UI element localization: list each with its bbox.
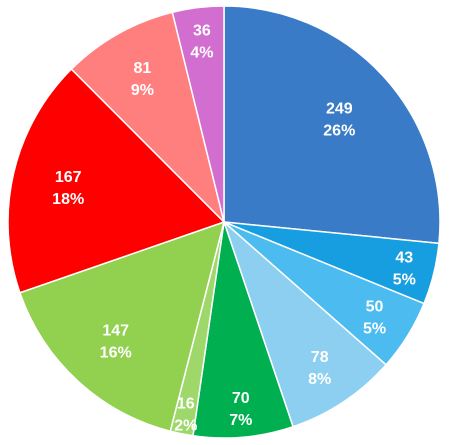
slice-percent-label-10: 4%	[190, 45, 213, 62]
slice-percent-label-8: 18%	[52, 191, 84, 208]
pie-slice-1	[223, 5, 441, 245]
slice-value-label-7: 147	[102, 323, 129, 340]
pie-labels: 249 26% 43 5% 50 5% 78 8% 70 7% 16 2% 147 16% 167 18% 81…	[52, 23, 416, 435]
slice-percent-label-7: 16%	[100, 345, 132, 362]
slice-percent-label-4: 8%	[308, 371, 331, 388]
pie-slices	[7, 5, 441, 439]
pie-slice-4	[222, 219, 388, 428]
slice-value-label-10: 36	[193, 23, 211, 40]
pie-slice-10	[171, 5, 225, 223]
slice-value-label-3: 50	[366, 298, 384, 315]
pie-slice-8	[7, 68, 226, 294]
slice-value-label-4: 78	[311, 349, 329, 366]
slice-value-label-5: 70	[232, 390, 250, 407]
pie-slice-5	[192, 221, 294, 439]
slice-value-label-1: 249	[326, 101, 353, 118]
pie-slice-9	[70, 11, 226, 225]
slice-percent-label-1: 26%	[323, 123, 355, 140]
slice-percent-label-5: 7%	[229, 412, 252, 429]
slice-value-label-9: 81	[134, 60, 152, 77]
slice-value-label-6: 16	[177, 396, 195, 413]
slice-percent-label-6: 2%	[174, 418, 197, 435]
pie-slice-7	[18, 220, 226, 433]
slice-percent-label-2: 5%	[393, 272, 416, 289]
slice-percent-label-9: 9%	[131, 82, 154, 99]
slice-value-label-2: 43	[395, 250, 413, 267]
slice-percent-label-3: 5%	[363, 320, 386, 337]
slice-value-label-8: 167	[55, 169, 82, 186]
